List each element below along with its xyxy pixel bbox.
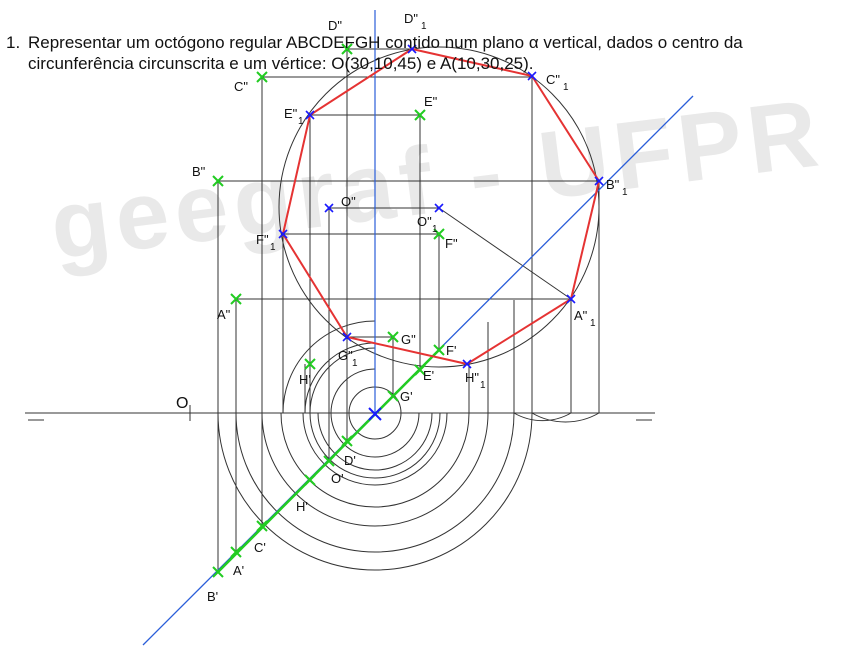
- point-mark-H1: [462, 359, 472, 369]
- label-H-top: H': [296, 499, 308, 514]
- point-mark-B-top: [212, 566, 224, 578]
- point-mark-A-top: [230, 546, 242, 558]
- label-D1: D": [404, 11, 418, 26]
- label-F-top: F': [446, 343, 456, 358]
- label-H1: H": [465, 370, 479, 385]
- label-A1-sub: 1: [590, 318, 596, 329]
- problem-number: 1.: [6, 33, 21, 52]
- label-G-top: G': [400, 389, 413, 404]
- point-mark-B1: [594, 176, 604, 186]
- point-mark-H-front: [304, 358, 316, 370]
- point-mark-E1: [305, 110, 315, 120]
- point-mark-G1: [342, 332, 352, 342]
- label-D1-sub: 1: [421, 21, 427, 32]
- label-F1: F": [256, 232, 269, 247]
- label-B1-sub: 1: [622, 187, 628, 198]
- point-mark-D1: [407, 44, 417, 54]
- label-G1: G": [338, 348, 353, 363]
- label-C-top: C': [254, 540, 266, 555]
- label-B1: B": [606, 177, 620, 192]
- label-E-top: E': [423, 368, 434, 383]
- label-D-top: D': [344, 453, 356, 468]
- label-A-top: A': [233, 563, 244, 578]
- green-point-marks: [212, 43, 445, 578]
- construction-lines: [217, 48, 599, 572]
- label-O1-sub: 1: [432, 224, 438, 235]
- label-O-front: O": [341, 194, 356, 209]
- point-mark-D-front: [341, 43, 353, 55]
- point-mark-A-front: [230, 293, 242, 305]
- label-F1-sub: 1: [270, 242, 276, 253]
- point-mark-E-top: [414, 364, 426, 376]
- point-mark-O1: [434, 203, 444, 213]
- label-O1: O": [417, 214, 432, 229]
- point-mark-D-top: [341, 435, 353, 447]
- label-D-front: D": [328, 18, 342, 33]
- label-B-front: B": [192, 164, 206, 179]
- label-C1-sub: 1: [563, 82, 569, 93]
- label-H1-sub: 1: [480, 380, 486, 391]
- label-H-prime: H': [299, 372, 311, 387]
- label-A1: A": [574, 308, 588, 323]
- label-A-front: A": [217, 307, 231, 322]
- ground-line: [25, 405, 655, 421]
- rotation-arcs: [217, 76, 600, 571]
- point-mark-C-front: [256, 71, 268, 83]
- point-mark-E-front: [414, 109, 426, 121]
- point-mark-O: [324, 203, 334, 213]
- point-mark-A1: [566, 294, 576, 304]
- label-B-top: B': [207, 589, 218, 604]
- point-mark-H-top: [304, 474, 316, 486]
- circumscribed-circle: [278, 46, 600, 368]
- problem-line-2: circunferência circunscrita e um vértice…: [28, 54, 534, 73]
- point-mark-F-top: [433, 344, 445, 356]
- problem-statement: 1. Representar um octógono regular ABCDEF…: [6, 32, 852, 74]
- point-mark-C-top: [256, 520, 268, 532]
- point-mark-O-top: [323, 455, 335, 467]
- point-mark-C1: [527, 71, 537, 81]
- blue-point-marks: [278, 44, 604, 421]
- problem-line-1: Representar um octógono regular ABCDEFGH…: [28, 33, 743, 52]
- point-mark-B-front: [212, 175, 224, 187]
- label-G-front: G": [401, 332, 416, 347]
- point-labels: D" D" 1 C" C" 1 E" 1 E" B" B" 1 O" O" 1 …: [192, 11, 628, 604]
- label-E1-sub: 1: [298, 116, 304, 127]
- point-mark-G-front: [387, 331, 399, 343]
- label-C-front: C": [234, 79, 248, 94]
- point-mark-rotation-center: [368, 407, 382, 421]
- label-C1: C": [546, 72, 560, 87]
- point-mark-G-top: [387, 390, 399, 402]
- label-G1-sub: 1: [352, 358, 358, 369]
- label-E-front: E": [424, 94, 438, 109]
- point-mark-F-front: [433, 228, 445, 240]
- label-E1: E": [284, 106, 298, 121]
- label-O-top: O': [331, 471, 344, 486]
- ground-line-label: O: [176, 395, 188, 412]
- label-F-front: F": [445, 236, 458, 251]
- point-mark-F1: [278, 229, 288, 239]
